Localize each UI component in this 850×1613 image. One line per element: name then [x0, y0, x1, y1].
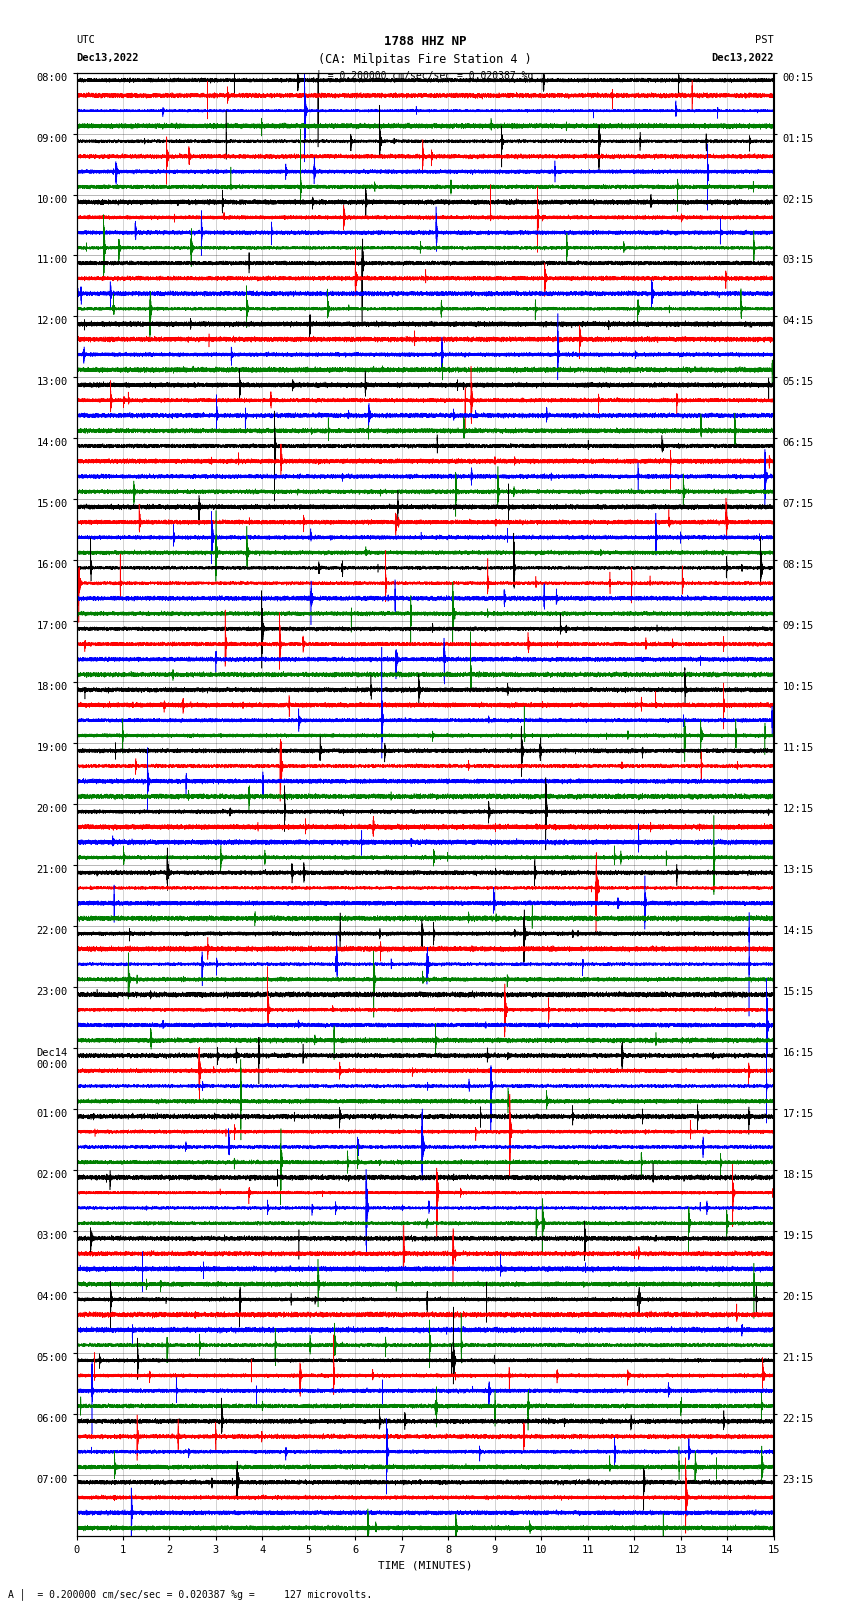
Text: Dec13,2022: Dec13,2022: [711, 53, 774, 63]
Text: Dec13,2022: Dec13,2022: [76, 53, 139, 63]
Text: A │  = 0.200000 cm/sec/sec = 0.020387 %g =     127 microvolts.: A │ = 0.200000 cm/sec/sec = 0.020387 %g …: [8, 1589, 373, 1600]
Text: PST: PST: [755, 35, 774, 45]
X-axis label: TIME (MINUTES): TIME (MINUTES): [377, 1560, 473, 1569]
Text: UTC: UTC: [76, 35, 95, 45]
Text: 1788 HHZ NP: 1788 HHZ NP: [383, 35, 467, 48]
Text: │ = 0.200000 cm/sec/sec = 0.020387 %g: │ = 0.200000 cm/sec/sec = 0.020387 %g: [316, 69, 534, 81]
Text: (CA: Milpitas Fire Station 4 ): (CA: Milpitas Fire Station 4 ): [318, 53, 532, 66]
